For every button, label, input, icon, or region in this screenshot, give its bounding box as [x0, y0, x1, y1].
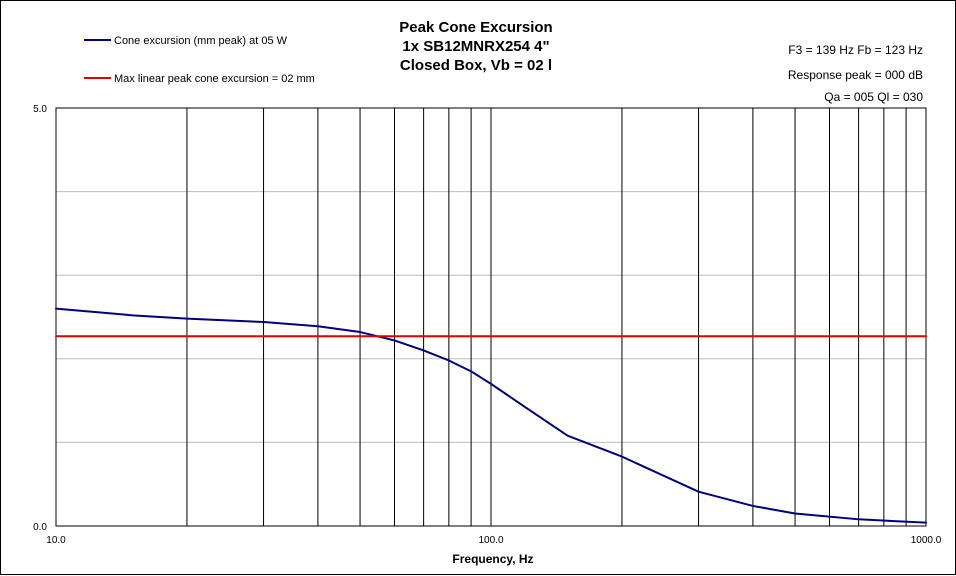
- legend-label-excursion: Cone excursion (mm peak) at 05 W: [114, 35, 288, 47]
- parameter-info: F3 = 139 Hz Fb = 123 Hz Response peak = …: [788, 43, 923, 104]
- info-response-peak: Response peak = 000 dB: [788, 68, 923, 82]
- info-f3-fb: F3 = 139 Hz Fb = 123 Hz: [788, 43, 923, 57]
- chart-title-line-1: Peak Cone Excursion: [399, 19, 552, 36]
- tick-labels: 5.0 0.0 10.0 100.0 1000.0: [33, 104, 942, 546]
- vertical-gridlines: [186, 108, 907, 526]
- x-tick-label-1000: 1000.0: [911, 535, 942, 546]
- legend-label-max-linear: Max linear peak cone excursion = 02 mm: [114, 73, 315, 85]
- chart-title-line-3: Closed Box, Vb = 02 l: [400, 57, 552, 74]
- series-layer: [55, 307, 927, 524]
- x-axis-label: Frequency, Hz: [452, 552, 533, 566]
- info-qa-ql: Qa = 005 Ql = 030: [824, 90, 923, 104]
- x-tick-label-100: 100.0: [478, 535, 503, 546]
- chart-title: Peak Cone Excursion 1x SB12MNRX254 4" Cl…: [399, 19, 552, 74]
- x-tick-label-10: 10.0: [46, 535, 66, 546]
- legend: Cone excursion (mm peak) at 05 W Max lin…: [84, 35, 315, 85]
- chart-title-line-2: 1x SB12MNRX254 4": [402, 38, 549, 55]
- plot-area: [55, 107, 927, 527]
- y-tick-label-max: 5.0: [33, 104, 47, 115]
- y-tick-label-min: 0.0: [33, 522, 47, 533]
- series-line-cone-excursion: [55, 307, 927, 524]
